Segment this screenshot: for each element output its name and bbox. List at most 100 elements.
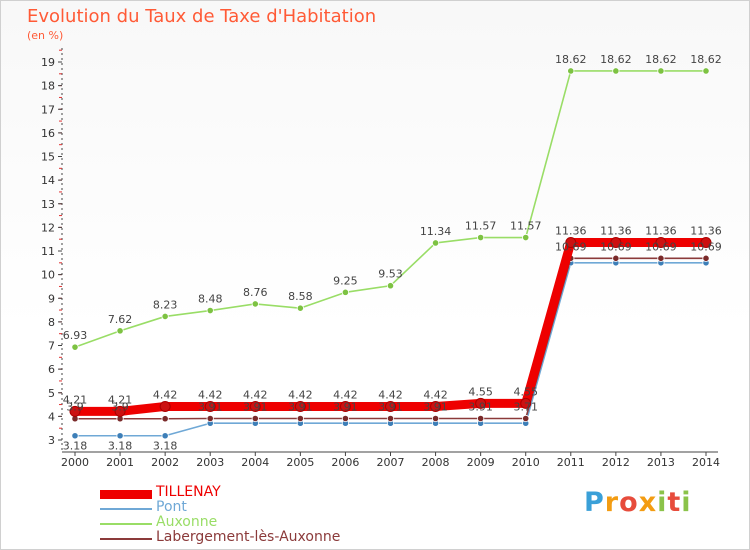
data-point (702, 254, 710, 262)
data-point (386, 414, 395, 423)
data-label: 4.55 (513, 385, 538, 398)
data-point (477, 233, 485, 242)
data-point (700, 236, 712, 248)
data-point (612, 254, 620, 262)
data-point (475, 397, 487, 409)
logo-letter: x (638, 487, 658, 518)
x-tick-label: 2000 (61, 456, 89, 469)
data-point (71, 432, 79, 440)
data-label: 4.42 (333, 388, 358, 401)
y-tick-label: 11 (41, 245, 55, 258)
data-label: 4.21 (108, 393, 133, 406)
x-tick-label: 2007 (377, 456, 405, 469)
y-tick-label: 14 (41, 174, 55, 187)
data-label: 9.25 (333, 274, 358, 287)
y-tick-label: 6 (48, 363, 55, 376)
data-label: 4.55 (468, 385, 493, 398)
logo-letter: i (657, 487, 668, 518)
data-point (522, 233, 530, 242)
data-label: 11.36 (690, 224, 722, 237)
data-label: 3.91 (378, 401, 403, 414)
data-point (341, 414, 350, 423)
data-point (296, 304, 304, 312)
data-label: 8.23 (153, 298, 178, 311)
data-point (249, 400, 261, 412)
data-point (294, 400, 306, 412)
legend-swatch (100, 538, 152, 540)
data-label: 11.36 (555, 224, 587, 237)
x-tick-label: 2012 (602, 456, 630, 469)
logo-letter: i (681, 487, 692, 518)
y-tick-label: 12 (41, 221, 55, 234)
data-point (657, 254, 665, 262)
data-point (204, 400, 216, 412)
y-tick-label: 3 (48, 434, 55, 447)
y-tick-label: 8 (48, 316, 55, 329)
data-label: 4.42 (243, 388, 268, 401)
data-label: 3.18 (63, 440, 88, 453)
data-label: 4.42 (153, 388, 178, 401)
data-point (161, 415, 169, 423)
legend-label: Labergement-lès-Auxonne (156, 529, 341, 545)
data-point (161, 432, 169, 440)
data-point (114, 405, 126, 417)
y-tick-label: 17 (41, 103, 55, 116)
data-label: 3.91 (423, 401, 448, 414)
data-point (71, 343, 79, 351)
data-label: 9.53 (378, 268, 403, 281)
data-point (567, 67, 575, 75)
data-label: 4.42 (378, 388, 403, 401)
data-point (159, 400, 171, 412)
data-label: 4.42 (288, 388, 313, 401)
data-label: 11.36 (600, 224, 632, 237)
data-point (430, 400, 442, 412)
data-point (431, 239, 440, 247)
logo-letter: P (584, 487, 605, 518)
x-tick-label: 2014 (692, 456, 720, 469)
y-tick-label: 9 (48, 292, 55, 305)
data-label: 10.69 (555, 240, 587, 253)
y-unit-label: (en %) (27, 29, 64, 42)
data-point (702, 67, 710, 75)
data-label: 3.71 (513, 401, 538, 414)
data-label: 11.36 (645, 224, 677, 237)
data-label: 18.62 (645, 53, 677, 66)
x-tick-label: 2006 (331, 456, 359, 469)
data-label: 8.48 (198, 293, 223, 306)
data-point (116, 432, 124, 440)
data-point (339, 400, 351, 412)
data-label: 4.42 (198, 388, 223, 401)
x-tick-label: 2001 (106, 456, 134, 469)
data-label: 3.91 (468, 401, 493, 414)
data-label: 10.69 (645, 240, 677, 253)
data-point (251, 414, 259, 423)
x-tick-label: 2013 (647, 456, 675, 469)
legend-label: TILLENAY (156, 484, 221, 500)
x-tick-label: 2008 (422, 456, 450, 469)
data-point (565, 236, 577, 248)
y-tick-label: 16 (41, 127, 55, 140)
x-tick-label: 2004 (241, 456, 269, 469)
data-label: 3.91 (288, 401, 313, 414)
legend-swatch (100, 489, 152, 499)
y-tick-label: 15 (41, 151, 55, 164)
data-label: 3.18 (153, 440, 178, 453)
data-label: 3.91 (333, 401, 358, 414)
logo-letter: r (604, 487, 620, 518)
data-label: 10.69 (690, 240, 722, 253)
data-label: 11.57 (465, 220, 497, 233)
data-label: 11.57 (510, 220, 542, 233)
data-point (612, 67, 620, 75)
legend-label: Auxonne (156, 514, 218, 530)
y-tick-label: 4 (48, 410, 55, 423)
data-label: 3.9 (111, 401, 129, 414)
data-point (522, 414, 530, 423)
data-point (69, 405, 81, 417)
data-point (385, 400, 396, 412)
data-point (116, 327, 124, 335)
y-tick-label: 10 (41, 269, 55, 282)
x-tick-label: 2003 (196, 456, 224, 469)
x-tick-label: 2010 (512, 456, 540, 469)
